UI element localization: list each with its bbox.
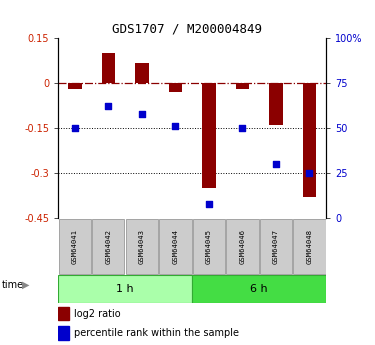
Point — [240, 125, 246, 131]
FancyBboxPatch shape — [193, 219, 225, 274]
Bar — [135, 63, 148, 83]
Point — [172, 124, 178, 129]
Bar — [202, 83, 216, 188]
Text: GDS1707 / M200004849: GDS1707 / M200004849 — [112, 22, 262, 36]
Point — [105, 104, 111, 109]
Text: GSM64043: GSM64043 — [139, 229, 145, 264]
FancyBboxPatch shape — [293, 219, 326, 274]
Text: GSM64046: GSM64046 — [240, 229, 246, 264]
Bar — [58, 307, 69, 320]
FancyBboxPatch shape — [126, 219, 158, 274]
Bar — [58, 326, 69, 339]
FancyBboxPatch shape — [59, 219, 91, 274]
FancyBboxPatch shape — [226, 219, 258, 274]
FancyBboxPatch shape — [159, 219, 192, 274]
FancyBboxPatch shape — [92, 219, 124, 274]
FancyBboxPatch shape — [58, 275, 192, 303]
FancyBboxPatch shape — [192, 275, 326, 303]
Text: GSM64045: GSM64045 — [206, 229, 212, 264]
Bar — [169, 83, 182, 92]
Text: GSM64047: GSM64047 — [273, 229, 279, 264]
Text: GSM64048: GSM64048 — [306, 229, 312, 264]
Point — [72, 125, 78, 131]
Text: GSM64041: GSM64041 — [72, 229, 78, 264]
Text: GSM64044: GSM64044 — [172, 229, 178, 264]
Bar — [102, 53, 115, 83]
Text: log2 ratio: log2 ratio — [74, 309, 121, 319]
Text: ▶: ▶ — [22, 280, 29, 289]
Bar — [303, 83, 316, 197]
Bar — [269, 83, 283, 125]
Bar — [236, 83, 249, 89]
Text: 1 h: 1 h — [116, 284, 134, 294]
FancyBboxPatch shape — [260, 219, 292, 274]
Bar — [68, 83, 82, 89]
Point — [306, 170, 312, 176]
Point — [206, 201, 212, 206]
Point — [139, 111, 145, 116]
Text: 6 h: 6 h — [251, 284, 268, 294]
Text: time: time — [2, 280, 24, 289]
Text: percentile rank within the sample: percentile rank within the sample — [74, 328, 239, 338]
Point — [273, 161, 279, 167]
Text: GSM64042: GSM64042 — [105, 229, 111, 264]
